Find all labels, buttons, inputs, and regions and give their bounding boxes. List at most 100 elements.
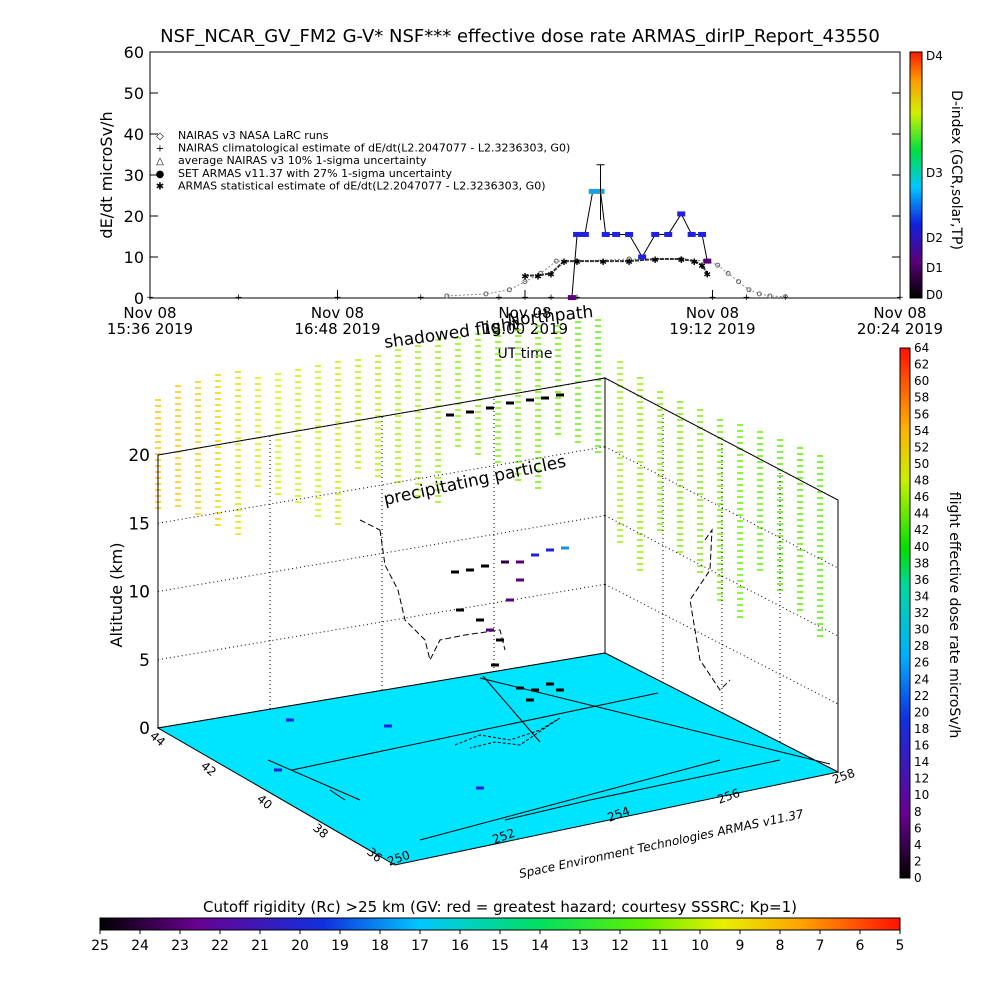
point-diamond — [756, 291, 762, 297]
dose-tick-label: 60 — [914, 374, 929, 388]
rigidity-tick-label: 9 — [736, 938, 745, 954]
track-point — [384, 724, 392, 728]
track-point — [501, 560, 509, 564]
point-star: ✱ — [547, 270, 555, 280]
track-point — [541, 396, 549, 400]
track-point — [476, 618, 484, 622]
top-x-tick-label: Nov 08 — [498, 304, 551, 322]
track-point — [546, 548, 554, 552]
altitude-tick-label: 20 — [128, 446, 150, 466]
top-x-tick-label: Nov 08 — [686, 304, 739, 322]
track-point — [531, 688, 539, 692]
point-plus: + — [495, 293, 503, 303]
point-diamond — [444, 293, 450, 299]
track-shadow — [359, 519, 381, 531]
point-diamond — [767, 293, 773, 299]
armas-point — [651, 231, 660, 237]
precipitating-particles-label: precipitating particles — [382, 452, 568, 510]
chart-title: NSF_NCAR_GV_FM2 G-V* NSF*** effective do… — [160, 26, 880, 47]
rigidity-tick-label: 17 — [411, 938, 429, 954]
dose-tick-label: 14 — [914, 755, 929, 769]
point-diamond — [553, 258, 559, 264]
point-star: ✱ — [599, 258, 607, 268]
top-x-label: UT time — [498, 346, 553, 362]
top-x-tick-label: 19:12 2019 — [669, 320, 755, 338]
dose-colorbar — [899, 347, 911, 879]
legend-entry: average NAIRAS v3 10% 1-sigma uncertaint… — [178, 154, 427, 167]
top-y-ticks: 0 10 20 30 40 50 60 — [124, 43, 900, 308]
altitude-tick-label: 5 — [139, 651, 150, 671]
point-star: ✱ — [704, 270, 712, 280]
boundary-line — [267, 759, 361, 801]
point-diamond — [715, 262, 721, 268]
track-point — [556, 393, 564, 397]
dindex-tick-label: D0 — [926, 288, 943, 302]
dose-ticks: 0246810121416182022242628303234363840424… — [914, 341, 929, 885]
dose-tick-label: 16 — [914, 739, 929, 753]
top-y-tick-label: 20 — [124, 207, 144, 226]
rigidity-tick-label: 16 — [451, 938, 469, 954]
rigidity-tick-label: 23 — [171, 938, 189, 954]
point-star: ✱ — [651, 256, 659, 266]
rigidity-tick-label: 8 — [776, 938, 785, 954]
rigidity-colorbar — [99, 917, 901, 931]
armas-point — [580, 231, 589, 237]
dose-tick-label: 50 — [914, 457, 929, 471]
dose-tick-label: 56 — [914, 407, 929, 421]
grid-lines — [157, 377, 839, 742]
dindex-label: D-index (GCR,solar,TP) — [948, 90, 964, 250]
point-star: ✱ — [698, 262, 706, 272]
track-point — [516, 560, 524, 564]
dose-tick-label: 2 — [914, 854, 922, 868]
rigidity-tick-label: 7 — [816, 938, 825, 954]
point-diamond — [746, 287, 752, 293]
top-y-tick-label: 60 — [124, 43, 144, 62]
armas-point — [698, 231, 707, 237]
point-plus: + — [896, 293, 904, 303]
dose-tick-label: 44 — [914, 507, 929, 521]
rigidity-tick-label: 19 — [331, 938, 349, 954]
top-y-label: dE/dt microSv/h — [97, 111, 116, 238]
top-y-tick-label: 50 — [124, 84, 144, 103]
dose-label: flight effective dose rate microSv/h — [946, 492, 962, 738]
dose-tick-label: 36 — [914, 573, 929, 587]
track-shadow — [689, 528, 731, 691]
point-plus: + — [334, 293, 342, 303]
top-x-tick-label: 20:24 2019 — [857, 320, 943, 338]
track-point — [526, 698, 534, 702]
series-2: ✱ ✱ ✱✱ ✱ ✱ ✱ ✱ ✱ ✱ ✱✱ — [521, 256, 711, 282]
altitude-tick-label: 15 — [128, 514, 150, 534]
rigidity-tick-label: 14 — [531, 938, 549, 954]
point-diamond — [782, 294, 788, 300]
armas-point — [588, 188, 597, 194]
legend-entry: NAIRAS v3 NASA LaRC runs — [178, 129, 329, 142]
track-point — [516, 686, 524, 690]
track-point — [546, 682, 554, 686]
armas-point — [638, 254, 647, 260]
ground-track — [454, 717, 561, 749]
legend-symbol: △ — [156, 156, 164, 167]
dose-tick-label: 12 — [914, 772, 929, 786]
track-point — [486, 628, 494, 632]
point-star: ✱ — [677, 256, 685, 266]
rigidity-tick-label: 24 — [131, 938, 149, 954]
track-point — [561, 546, 569, 550]
track-shadow — [379, 529, 506, 662]
rigidity-label: Cutoff rigidity (Rc) >25 km (GV: red = g… — [203, 898, 797, 916]
boundary-line — [504, 799, 591, 821]
series-1 — [444, 256, 788, 300]
rigidity-curtain — [155, 319, 823, 637]
track-point — [476, 786, 484, 790]
rigidity-tick-label: 15 — [491, 938, 509, 954]
dose-tick-label: 30 — [914, 623, 929, 637]
dose-tick-label: 28 — [914, 639, 929, 653]
rigidity-tick-label: 12 — [611, 938, 629, 954]
dose-tick-label: 10 — [914, 788, 929, 802]
altitude-tick-label: 10 — [128, 583, 150, 603]
top-x-tick-label: 16:48 2019 — [294, 320, 380, 338]
map-floor — [156, 652, 840, 866]
rigidity-ticks: 25 24 23 22 21 20 19 18 17 16 15 14 13 12 11 10 9 8 7 6 5 — [91, 930, 904, 954]
point-plus: + — [521, 293, 529, 303]
